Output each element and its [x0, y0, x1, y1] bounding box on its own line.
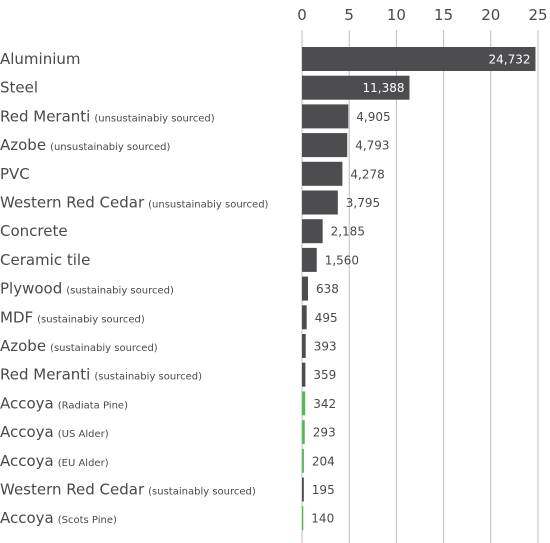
x-tick-label: 15 — [434, 6, 453, 24]
value-label: 11,388 — [363, 81, 405, 95]
bar — [302, 362, 306, 387]
x-tick-label: 25 — [528, 6, 547, 24]
category-label: Red Meranti (sustainabiy sourced) — [0, 366, 202, 384]
category-name: Accoya — [0, 452, 54, 470]
category-name: Aluminium — [0, 50, 81, 68]
category-note: (EU Alder) — [58, 458, 109, 469]
category-note: (unsustainabiy sourced) — [94, 113, 214, 124]
category-note: (Radiata Pine) — [58, 400, 128, 411]
bar — [302, 104, 349, 129]
value-label: 204 — [312, 454, 335, 468]
category-name: Red Meranti — [0, 366, 90, 384]
category-name: MDF — [0, 308, 33, 326]
category-name: Plywood — [0, 280, 62, 298]
value-label: 195 — [312, 483, 335, 497]
value-label: 140 — [311, 512, 334, 526]
bar — [302, 305, 307, 330]
x-axis-ticks: 0 5 10 15 20 25 — [297, 6, 547, 24]
category-label: Western Red Cedar (unsustainabiy sourced) — [0, 194, 269, 212]
category-label: Ceramic tile — [0, 251, 90, 269]
value-label: 2,185 — [331, 225, 365, 239]
value-labels: 24,732 11,388 4,905 4,793 4,278 3,795 2,185 1,5… — [311, 53, 530, 526]
value-label: 4,278 — [350, 167, 384, 181]
bar — [302, 190, 338, 215]
bar — [302, 47, 536, 71]
bar — [302, 276, 309, 301]
category-label: Aluminium — [0, 50, 81, 68]
value-label: 293 — [313, 426, 336, 440]
x-tick-label: 0 — [297, 6, 307, 24]
category-label: Accoya (Radiata Pine) — [0, 394, 128, 412]
value-label: 3,795 — [346, 196, 380, 210]
bars — [302, 47, 536, 531]
category-name: Western Red Cedar — [0, 481, 145, 499]
category-label: Accoya (Scots Pine) — [0, 509, 117, 527]
value-label: 495 — [315, 311, 338, 325]
bar — [302, 420, 305, 445]
bar — [302, 334, 306, 358]
category-label: Azobe (sustainabiy sourced) — [0, 337, 158, 355]
value-label: 359 — [313, 368, 336, 382]
category-note: (sustainabiy sourced) — [37, 314, 145, 325]
category-name: Azobe — [0, 136, 46, 154]
category-label: Steel — [0, 79, 38, 97]
bar — [302, 477, 304, 502]
category-label: MDF (sustainabiy sourced) — [0, 308, 145, 326]
category-label: Plywood (sustainabiy sourced) — [0, 280, 174, 298]
category-note: (unsustainabiy sourced) — [50, 142, 170, 153]
category-note: (sustainabiy sourced) — [50, 343, 158, 354]
category-note: (sustainably sourced) — [148, 487, 256, 498]
category-name: Accoya — [0, 423, 54, 441]
category-note: (sustainabiy sourced) — [94, 372, 202, 383]
value-label: 638 — [316, 282, 339, 296]
category-label: Azobe (unsustainabiy sourced) — [0, 136, 170, 154]
category-note: (sustainabiy sourced) — [66, 286, 174, 297]
value-label: 4,905 — [356, 110, 390, 124]
value-label: 24,732 — [489, 53, 531, 67]
category-note: (unsustainabiy sourced) — [148, 200, 268, 211]
category-note: (US Alder) — [58, 429, 109, 440]
category-name: Steel — [0, 79, 38, 97]
category-note: (Scots Pine) — [58, 515, 117, 526]
bar — [302, 75, 410, 100]
category-name: PVC — [0, 165, 30, 183]
bar — [302, 247, 317, 272]
category-name: Accoya — [0, 509, 54, 527]
value-label: 342 — [313, 397, 336, 411]
category-label: Accoya (US Alder) — [0, 423, 109, 441]
bar — [302, 133, 348, 158]
bar — [302, 506, 304, 531]
category-name: Accoya — [0, 394, 54, 412]
value-label: 393 — [314, 340, 337, 354]
value-label: 1,560 — [325, 253, 359, 267]
category-name: Concrete — [0, 222, 68, 240]
category-label: Accoya (EU Alder) — [0, 452, 109, 470]
category-label: Concrete — [0, 222, 68, 240]
category-label: PVC — [0, 165, 30, 183]
bar — [302, 391, 306, 416]
category-name: Red Meranti — [0, 107, 90, 125]
x-tick-label: 10 — [387, 6, 406, 24]
bar — [302, 219, 323, 244]
x-tick-label: 5 — [344, 6, 354, 24]
value-label: 4,793 — [355, 139, 389, 153]
category-label: Red Meranti (unsustainabiy sourced) — [0, 107, 215, 125]
category-label: Western Red Cedar (sustainably sourced) — [0, 481, 256, 499]
bar — [302, 448, 304, 473]
category-name: Western Red Cedar — [0, 194, 145, 212]
category-name: Ceramic tile — [0, 251, 90, 269]
category-labels: Aluminium Steel Red Meranti (unsustainabiy … — [0, 50, 269, 527]
x-tick-label: 20 — [481, 6, 500, 24]
category-name: Azobe — [0, 337, 46, 355]
bar — [302, 161, 343, 186]
